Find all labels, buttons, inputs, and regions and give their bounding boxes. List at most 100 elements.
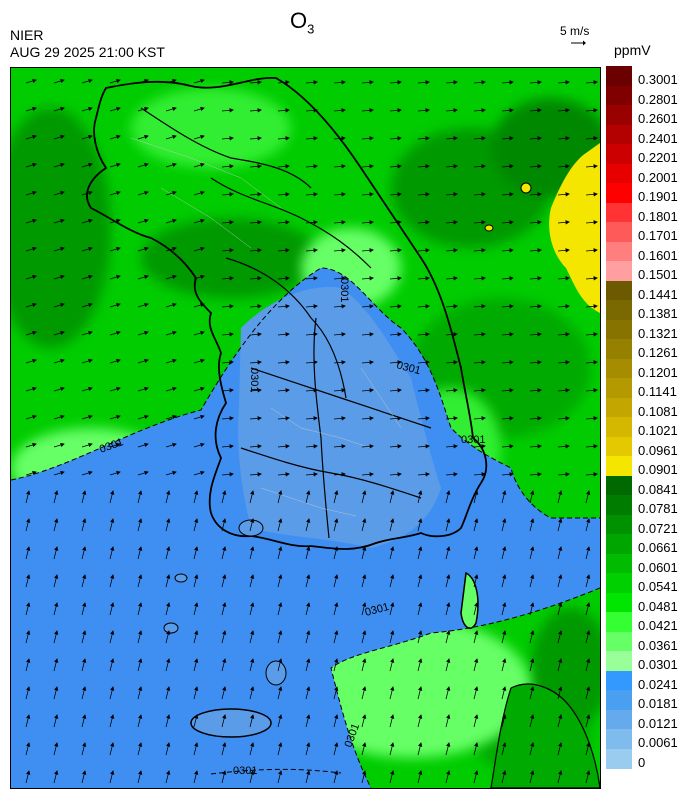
colorbar-segment xyxy=(606,690,632,710)
wind-arrow-head xyxy=(530,546,535,551)
wind-arrow-head xyxy=(172,470,177,476)
wind-arrow-head xyxy=(250,602,255,607)
colorbar-segment xyxy=(606,514,632,535)
wind-arrow-head xyxy=(341,248,346,253)
colorbar-label: 0.2801 xyxy=(638,91,678,107)
colorbar-label: 0.1441 xyxy=(638,286,678,302)
wind-arrow-head xyxy=(222,546,227,551)
wind-arrow-head xyxy=(306,686,311,691)
wind-arrow-head xyxy=(172,162,177,168)
colorbar-label: 0.0421 xyxy=(638,618,678,633)
wind-arrow-head xyxy=(172,302,177,308)
wind-arrow-head xyxy=(60,134,65,140)
wind-arrow-head xyxy=(418,686,423,691)
colorbar-label: 0.0601 xyxy=(638,559,678,575)
contour-line-south xyxy=(330,587,600,788)
wind-arrow-head xyxy=(453,220,458,225)
wind-arrow-head xyxy=(397,248,402,253)
wind-arrow-head xyxy=(397,388,402,393)
wind-arrow-head xyxy=(285,80,290,85)
wind-arrow-head xyxy=(222,630,227,635)
wind-arrow-head xyxy=(144,162,149,168)
colorbar-segment xyxy=(606,261,632,281)
wind-arrow-head xyxy=(530,770,535,775)
province-boundaries xyxy=(140,107,432,539)
wind-arrow-head xyxy=(502,602,507,607)
wind-arrow-head xyxy=(418,658,423,663)
wind-arrow-head xyxy=(116,358,121,364)
wind-arrow-head xyxy=(313,416,318,421)
colorbar-segment xyxy=(606,85,632,106)
wind-arrow-head xyxy=(32,470,37,476)
wind-arrow-head xyxy=(446,602,451,607)
colorbar-label: 0.1501 xyxy=(638,267,678,282)
wind-arrow-head xyxy=(26,658,31,663)
wind-arrow-head xyxy=(306,546,311,551)
wind-arrow-head xyxy=(565,472,570,477)
wind-arrow-head xyxy=(172,190,177,196)
wind-arrow-head xyxy=(82,658,87,663)
wind-arrow-head xyxy=(229,416,234,421)
wind-arrow-head xyxy=(32,330,37,336)
colorbar xyxy=(606,66,632,769)
colorbar-label: 0.0901 xyxy=(638,462,678,477)
colorbar-label: 0.0541 xyxy=(638,579,678,594)
wind-arrow-head xyxy=(474,742,479,747)
wind-arrow-head xyxy=(88,162,93,168)
wind-arrow-head xyxy=(172,134,177,140)
wind-arrow-head xyxy=(88,274,93,280)
wind-arrow-head xyxy=(558,658,563,663)
jeju-island xyxy=(190,708,272,738)
wind-arrow-head xyxy=(306,658,311,663)
wind-arrow-head xyxy=(116,386,121,392)
wind-arrow-head xyxy=(481,332,486,337)
wind-arrow-head xyxy=(166,686,171,691)
wind-arrow-head xyxy=(334,658,339,663)
wind-arrow-head xyxy=(26,574,31,579)
wind-arrow-head xyxy=(390,658,395,663)
wind-arrow-head xyxy=(509,360,514,365)
wind-arrow-head xyxy=(558,714,563,719)
wind-arrow-head xyxy=(446,574,451,579)
wind-arrow-head xyxy=(390,686,395,691)
wind-arrow-head xyxy=(390,742,395,747)
wind-arrow-head xyxy=(285,276,290,281)
wind-arrow-head xyxy=(166,546,171,551)
colorbar-segment xyxy=(606,319,632,340)
colorbar-label: 0.0841 xyxy=(638,481,678,497)
wind-arrow-head xyxy=(362,518,367,523)
wind-arrow-head xyxy=(144,358,149,364)
wind-arrow-head xyxy=(110,658,115,663)
wind-arrow-head xyxy=(250,770,255,775)
wind-arrow-head xyxy=(88,106,93,112)
wind-arrow-head xyxy=(474,574,479,579)
wind-arrow-head xyxy=(222,770,227,775)
wind-arrow-head xyxy=(341,220,346,225)
wind-arrow-head xyxy=(110,630,115,635)
wind-arrow-head xyxy=(446,490,451,495)
wind-arrow-head xyxy=(425,388,430,393)
wind-arrow-head xyxy=(481,220,486,225)
wind-arrow-head xyxy=(172,274,177,280)
wind-arrow-head xyxy=(509,248,514,253)
wind-arrow-head xyxy=(565,108,570,113)
wind-arrow-head xyxy=(418,630,423,635)
wind-arrow-head xyxy=(250,630,255,635)
wind-arrow-head xyxy=(172,358,177,364)
colorbar-label: 0.0061 xyxy=(638,735,678,750)
colorbar-label: 0.0361 xyxy=(638,637,678,653)
wind-arrow-head xyxy=(110,742,115,747)
wind-arrow-head xyxy=(166,658,171,663)
wind-arrow-head xyxy=(257,332,262,337)
colorbar-label: 0.3001 xyxy=(638,72,678,87)
wind-arrow-head xyxy=(285,192,290,197)
wind-arrow-head xyxy=(82,490,87,495)
wind-arrow-head xyxy=(32,162,37,168)
wind-arrow-head xyxy=(502,490,507,495)
colorbar-segment xyxy=(606,339,632,359)
wind-arrow-head xyxy=(200,470,205,476)
wind-arrow-head xyxy=(369,136,374,141)
contour-line xyxy=(11,267,600,519)
wind-arrow-head xyxy=(397,164,402,169)
wind-arrow-head xyxy=(60,218,65,224)
